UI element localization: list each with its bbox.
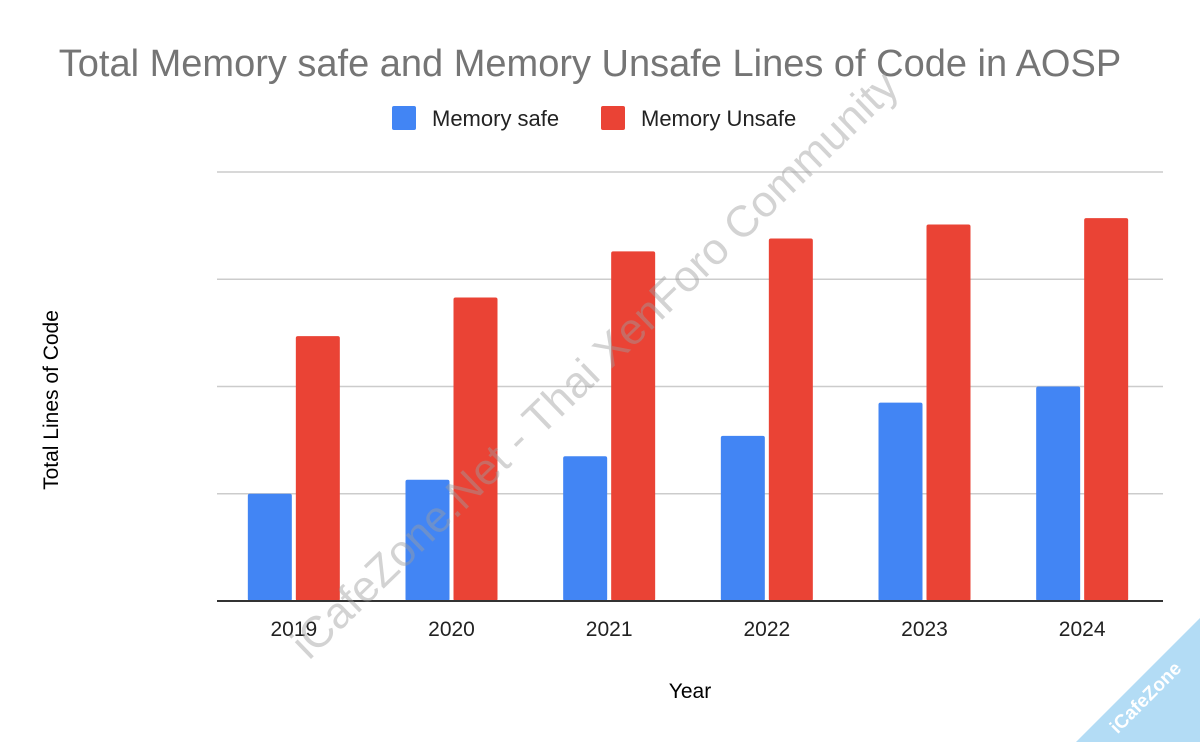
bar-memory-unsafe-2021	[611, 251, 656, 602]
bar-memory-safe-2019	[247, 493, 292, 601]
bar-memory-unsafe-2020	[453, 297, 498, 601]
x-tick-label-2023: 2023	[901, 618, 948, 641]
bar-memory-unsafe-2024	[1084, 218, 1129, 601]
chart-title: Total Memory safe and Memory Unsafe Line…	[59, 43, 1121, 85]
bar-memory-safe-2023	[878, 402, 923, 601]
legend-swatch-memory-unsafe	[601, 106, 625, 130]
legend-label-memory-unsafe: Memory Unsafe	[641, 106, 796, 131]
bar-memory-unsafe-2019	[295, 336, 340, 601]
legend: Memory safe Memory Unsafe	[392, 106, 796, 131]
x-tick-label-2022: 2022	[743, 618, 790, 641]
bar-memory-safe-2021	[563, 456, 608, 601]
y-axis-title: Total Lines of Code	[40, 310, 63, 490]
bar-memory-unsafe-2022	[768, 238, 813, 601]
bar-memory-unsafe-2023	[926, 224, 971, 602]
bar-memory-safe-2020	[405, 479, 450, 601]
x-tick-label-2020: 2020	[428, 618, 475, 641]
gridlines	[217, 171, 1163, 495]
bar-memory-safe-2022	[720, 435, 765, 601]
bar-memory-safe-2024	[1036, 386, 1081, 601]
x-tick-label-2021: 2021	[586, 618, 633, 641]
x-tick-label-2024: 2024	[1059, 618, 1106, 641]
x-tick-labels: 2019 2020 2021 2022 2023 2024	[270, 618, 1105, 641]
legend-label-memory-safe: Memory safe	[432, 106, 559, 131]
corner-badge-shape	[1076, 618, 1200, 742]
legend-swatch-memory-safe	[392, 106, 416, 130]
bars	[247, 218, 1129, 602]
x-axis-title: Year	[669, 680, 711, 703]
x-tick-label-2019: 2019	[270, 618, 317, 641]
